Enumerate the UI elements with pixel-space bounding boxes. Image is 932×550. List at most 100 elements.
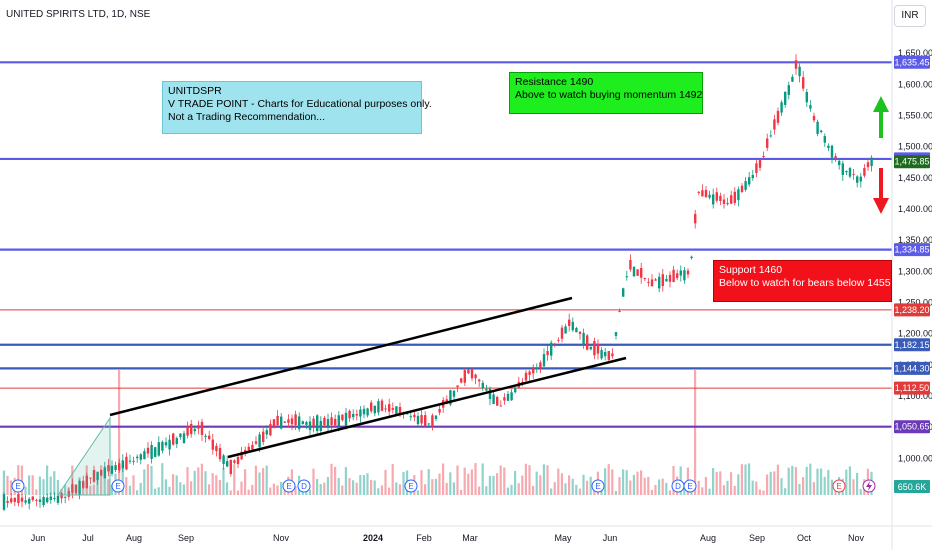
candle-body — [434, 415, 438, 420]
candle-body — [280, 416, 283, 429]
y-tick-label: 1,450.00 — [898, 173, 932, 183]
candle-body — [532, 368, 535, 374]
volume-bar — [179, 482, 182, 495]
volume-bar — [697, 480, 700, 495]
y-tick-label: 1,100.00 — [898, 391, 932, 401]
candle-body — [496, 396, 499, 406]
y-tick-label: 1,200.00 — [898, 329, 932, 339]
volume-bar — [251, 484, 254, 495]
channel-lower-line — [227, 356, 627, 459]
volume-bar — [42, 479, 45, 495]
candle-body — [17, 494, 20, 504]
volume-bar — [244, 469, 247, 495]
candle-body — [53, 497, 56, 499]
volume-bar — [762, 490, 765, 495]
candle-body — [92, 469, 96, 482]
candle-body — [460, 378, 463, 383]
volume-bar — [424, 484, 427, 495]
volume-bar — [625, 470, 628, 495]
volume-bar — [766, 474, 769, 495]
candle-body — [438, 409, 441, 413]
candle-body — [85, 475, 88, 489]
candle-body — [244, 449, 247, 453]
event-marker-icon — [591, 479, 605, 493]
volume-bar — [308, 489, 311, 495]
volume-bar — [380, 485, 383, 495]
candle-body — [431, 415, 434, 427]
x-tick-label: Mar — [462, 533, 478, 543]
volume-bar — [672, 465, 675, 495]
candle-body — [38, 499, 42, 502]
volume-bar — [816, 468, 819, 495]
volume-bar — [535, 471, 538, 495]
candle-body — [409, 416, 412, 418]
volume-bar — [262, 467, 265, 495]
candle-body — [665, 278, 668, 282]
volume-bar — [240, 481, 243, 495]
volume-bar — [470, 469, 473, 495]
candle-body — [254, 441, 258, 444]
candle-body — [866, 162, 870, 168]
event-marker-icon — [297, 479, 311, 493]
volume-tag-label: 650.6K — [898, 482, 927, 492]
volume-bar — [485, 486, 488, 495]
candle-body — [28, 498, 31, 504]
volume-bar — [161, 463, 164, 495]
currency-button[interactable]: INR — [894, 5, 926, 27]
candle-body — [319, 420, 322, 431]
candle-body — [499, 405, 502, 407]
candle-body — [622, 288, 625, 297]
volume-bar — [348, 478, 351, 495]
volume-bar — [647, 476, 650, 495]
candle-body — [780, 102, 783, 113]
volume-bar — [193, 470, 196, 495]
candle-body — [762, 156, 765, 158]
volume-bar — [190, 481, 193, 495]
volume-bar — [715, 471, 718, 495]
candle-body — [456, 385, 459, 388]
trend-channel — [57, 96, 889, 496]
candle-body — [391, 408, 394, 410]
volume-bar — [139, 482, 142, 495]
x-tick-label: Aug — [700, 533, 716, 543]
candle-body — [596, 343, 600, 354]
volume-bar — [265, 465, 268, 495]
candle-body — [413, 414, 416, 418]
level-tag-label: 1,238.20 — [894, 305, 929, 315]
volume-bar — [146, 464, 149, 495]
volume-bar — [272, 483, 275, 495]
volume-bar — [236, 490, 239, 495]
candle-body — [683, 270, 686, 281]
candle-body — [668, 274, 672, 282]
volume-bar — [478, 486, 481, 495]
volume-bar — [31, 475, 34, 495]
candle-body — [71, 484, 74, 493]
candle-body — [812, 115, 816, 121]
resistance-line-1: Resistance 1490 — [515, 76, 594, 88]
volume-bar — [377, 488, 380, 495]
candle-body — [118, 463, 121, 471]
x-tick-label: Jun — [31, 533, 46, 543]
event-marker-icon — [111, 479, 125, 493]
candle-body — [229, 460, 232, 475]
volume-bar — [553, 482, 556, 495]
candle-body — [618, 310, 621, 312]
level-tag-label: 1,112.50 — [895, 383, 929, 393]
candle-body — [67, 491, 70, 497]
candle-body — [355, 413, 358, 416]
candle-body — [478, 379, 481, 382]
volume-bar — [107, 479, 110, 495]
candle-body — [539, 362, 542, 369]
candle-body — [186, 426, 189, 436]
volume-bar — [157, 487, 160, 495]
volume-bar — [132, 475, 135, 495]
candle-body — [791, 76, 794, 82]
volume-bar — [755, 481, 758, 495]
volume-bar — [452, 482, 455, 495]
candle-body — [661, 274, 664, 287]
candle-body — [107, 465, 110, 472]
candle-body — [654, 279, 657, 281]
volume-bar — [150, 465, 153, 495]
event-marker-label: D — [675, 482, 681, 491]
